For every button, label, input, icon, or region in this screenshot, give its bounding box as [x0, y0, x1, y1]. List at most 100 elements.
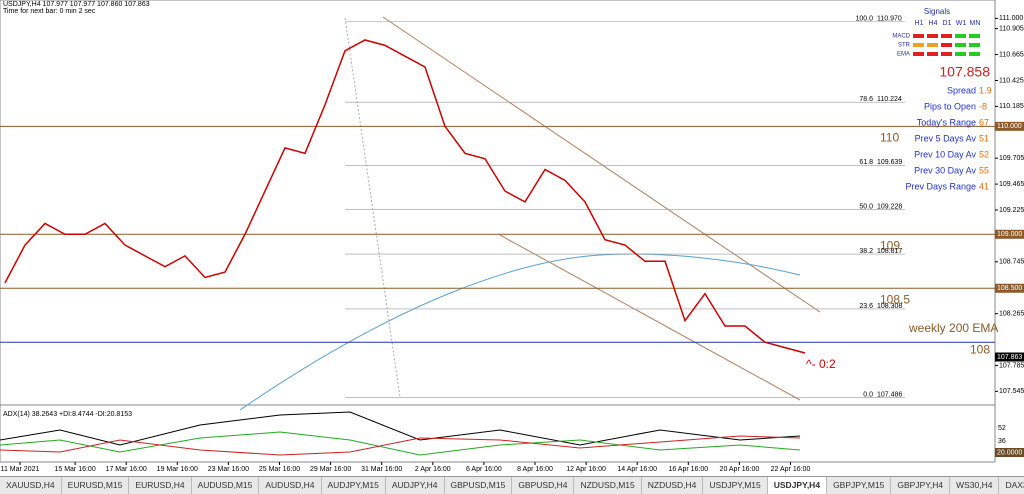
- tab[interactable]: DAX30,M15: [999, 477, 1024, 494]
- adx-tick: 36: [998, 438, 1006, 445]
- tab[interactable]: NZDUSD,M15: [574, 477, 642, 494]
- current-price: 107.858: [939, 64, 990, 80]
- stat-value: 51: [979, 133, 989, 143]
- time-label: 16 Apr 16:00: [668, 466, 708, 473]
- tab[interactable]: GBPJPY,H4: [891, 477, 951, 494]
- signal-cell: [941, 34, 952, 38]
- minus-di-line: [0, 435, 801, 456]
- stat-label: Prev 10 Day Av: [914, 149, 976, 159]
- signal-column: H1: [915, 20, 924, 27]
- adx-level-box: [995, 448, 1024, 457]
- stat-label: Spread: [947, 85, 976, 95]
- signal-column: MN: [970, 20, 981, 27]
- time-label: 22 Apr 16:00: [771, 466, 811, 473]
- tab[interactable]: USDJPY,H4: [767, 477, 828, 494]
- signal-column: H4: [929, 20, 938, 27]
- tab[interactable]: WS30,H4: [950, 477, 1000, 494]
- fib-price: 108.308: [877, 303, 902, 310]
- time-label: 14 Apr 16:00: [617, 466, 657, 473]
- tab[interactable]: EURUSD,M15: [62, 477, 130, 494]
- tab[interactable]: GBPJPY,M15: [827, 477, 892, 494]
- level-box-label: 108.500: [997, 285, 1022, 292]
- signal-column: D1: [943, 20, 952, 27]
- signal-cell: [927, 34, 938, 38]
- price-tick-label: 110.185: [999, 103, 1024, 110]
- signal-row: EMA: [897, 52, 910, 58]
- signal-cell: [955, 43, 966, 47]
- tab[interactable]: AUDJPY,H4: [386, 477, 445, 494]
- current-price-box: [995, 352, 1024, 362]
- signal-cell: [927, 43, 938, 47]
- fib-ratio: 61.8: [859, 159, 873, 166]
- channel-lower: [499, 234, 801, 401]
- time-label: 20 Apr 16:00: [720, 466, 760, 473]
- stat-value: 67: [979, 117, 989, 127]
- fib-price: 109.228: [877, 204, 902, 211]
- signal-cell: [913, 43, 924, 47]
- price-tick-label: 108.745: [999, 259, 1024, 266]
- tab[interactable]: AUDUSD,H4: [259, 477, 322, 494]
- fib-price: 108.817: [877, 248, 902, 255]
- fib-ratio: 23.6: [859, 303, 873, 310]
- fib-ratio: 78.6: [859, 96, 873, 103]
- signal-cell: [969, 34, 980, 38]
- level-label: 109: [880, 238, 900, 252]
- signal-cell: [955, 34, 966, 38]
- fib-price: 109.639: [877, 159, 902, 166]
- stat-value: 1.9: [979, 85, 992, 95]
- stat-value: 55: [979, 165, 989, 175]
- time-label: 23 Mar 16:00: [208, 466, 249, 473]
- time-label: 15 Mar 16:00: [54, 466, 95, 473]
- tab-bar: XAUUSD,H4 EURUSD,M15 EURUSD,H4 AUDUSD,M15 AU…: [0, 476, 1024, 494]
- signal-cell: [969, 52, 980, 56]
- plus-di-line: [0, 431, 801, 456]
- tab[interactable]: XAUUSD,H4: [0, 477, 62, 494]
- tab[interactable]: AUDUSD,M15: [192, 477, 260, 494]
- price-tick-label: 107.545: [999, 388, 1024, 395]
- time-label: 8 Apr 16:00: [517, 466, 553, 473]
- level-box: [995, 121, 1024, 131]
- ratio-annotation: ^- 0:2: [806, 357, 836, 371]
- fib-price: 110.224: [877, 96, 902, 103]
- fib-ratio: 0.0: [863, 392, 873, 399]
- tab[interactable]: AUDJPY,M15: [322, 477, 386, 494]
- time-label: 2 Apr 16:00: [415, 466, 451, 473]
- stat-label: Prev 5 Days Av: [915, 133, 977, 143]
- timer: Time for next bar: 0 min 2 sec: [3, 8, 96, 15]
- time-label: 29 Mar 16:00: [310, 466, 351, 473]
- signals-title: Signals: [924, 7, 950, 16]
- price-tick-label: 109.225: [999, 207, 1024, 214]
- ema-annotation: weekly 200 EMA: [908, 321, 998, 335]
- stat-value: 41: [979, 181, 989, 191]
- ema-curve: [239, 253, 801, 411]
- tab[interactable]: GBPUSD,M15: [445, 477, 513, 494]
- level-box: [995, 229, 1024, 239]
- price-tick-label: 108.265: [999, 310, 1024, 317]
- level-box-label: 109.000: [997, 231, 1022, 238]
- adx-title: ADX(14) 38.2643 +DI:8.4744 -DI:20.8153: [3, 411, 132, 418]
- stat-label: Prev 30 Day Av: [914, 165, 976, 175]
- signal-cell: [941, 43, 952, 47]
- stat-label: Today's Range: [917, 117, 976, 127]
- level-label: 108: [970, 342, 990, 356]
- price-line: [4, 39, 806, 354]
- signal-cell: [941, 52, 952, 56]
- signal-cell: [913, 34, 924, 38]
- level-box: [995, 283, 1024, 293]
- level-label: 108.5: [880, 292, 910, 306]
- tab[interactable]: NZDUSD,H4: [642, 477, 704, 494]
- time-label: 11 Mar 2021: [1, 466, 40, 473]
- tab[interactable]: EURUSD,H4: [129, 477, 192, 494]
- time-label: 12 Apr 16:00: [566, 466, 606, 473]
- current-price-label: 107.863: [997, 354, 1022, 361]
- fib-price: 110.970: [877, 15, 902, 22]
- level-box-label: 110.000: [997, 123, 1022, 130]
- price-tick-label: 110.905: [999, 25, 1024, 32]
- signal-cell: [927, 52, 938, 56]
- time-label: 6 Apr 16:00: [466, 466, 502, 473]
- signal-cell: [969, 43, 980, 47]
- tab[interactable]: USDJPY,M15: [703, 477, 768, 494]
- fib-price: 107.486: [877, 392, 902, 399]
- tab[interactable]: GBPUSD,H4: [512, 477, 575, 494]
